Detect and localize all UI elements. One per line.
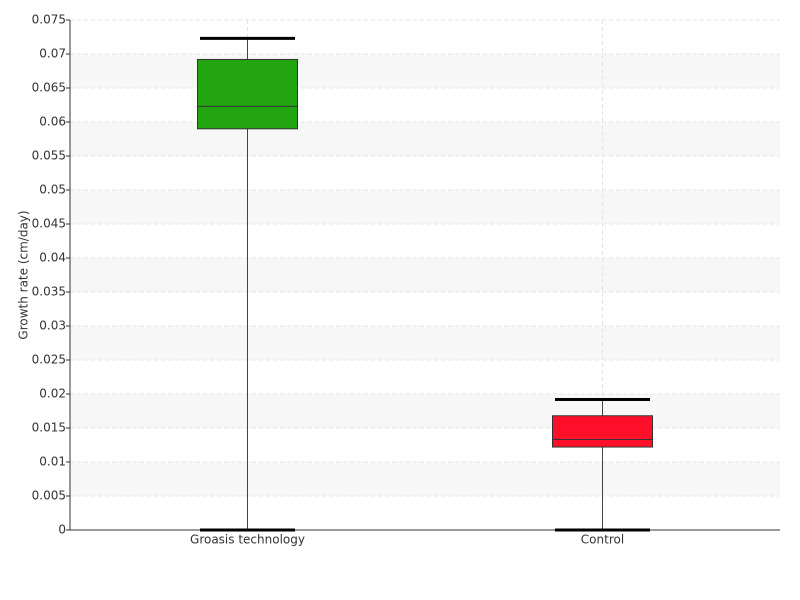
- y-axis-label: Growth rate (cm/day): [17, 210, 31, 339]
- y-tick-label: 0.035: [32, 285, 66, 299]
- y-tick-label: 0.025: [32, 353, 66, 367]
- grid-band: [70, 190, 780, 224]
- y-tick-label: 0.04: [39, 251, 66, 265]
- grid-band: [70, 122, 780, 156]
- y-tick-label: 0.01: [39, 455, 66, 469]
- y-tick-label: 0: [58, 523, 66, 537]
- y-tick-label: 0.07: [39, 47, 66, 61]
- x-tick-label: Groasis technology: [190, 533, 305, 547]
- y-tick-label: 0.045: [32, 217, 66, 231]
- grid-band: [70, 462, 780, 496]
- y-tick-label: 0.02: [39, 387, 66, 401]
- grid-band: [70, 326, 780, 360]
- grid-band: [70, 394, 780, 428]
- y-tick-label: 0.03: [39, 319, 66, 333]
- plot-background: [70, 54, 780, 496]
- box: [552, 415, 653, 448]
- y-tick-label: 0.055: [32, 149, 66, 163]
- y-tick-label: 0.015: [32, 421, 66, 435]
- x-tick-label: Control: [581, 533, 624, 547]
- grid-band: [70, 54, 780, 88]
- box: [197, 58, 298, 130]
- y-tick-label: 0.05: [39, 183, 66, 197]
- y-tick-label: 0.06: [39, 115, 66, 129]
- y-tick-label: 0.075: [32, 13, 66, 27]
- y-tick-label: 0.065: [32, 81, 66, 95]
- y-tick-label: 0.005: [32, 489, 66, 503]
- grid-band: [70, 258, 780, 292]
